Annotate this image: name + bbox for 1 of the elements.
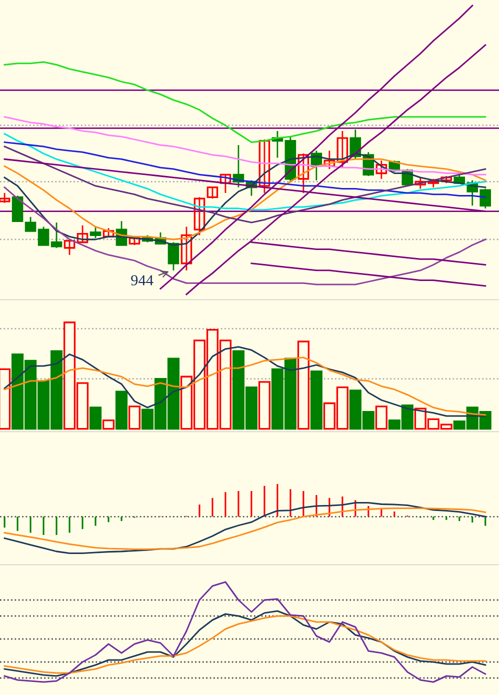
text: 944 [131, 275, 154, 286]
